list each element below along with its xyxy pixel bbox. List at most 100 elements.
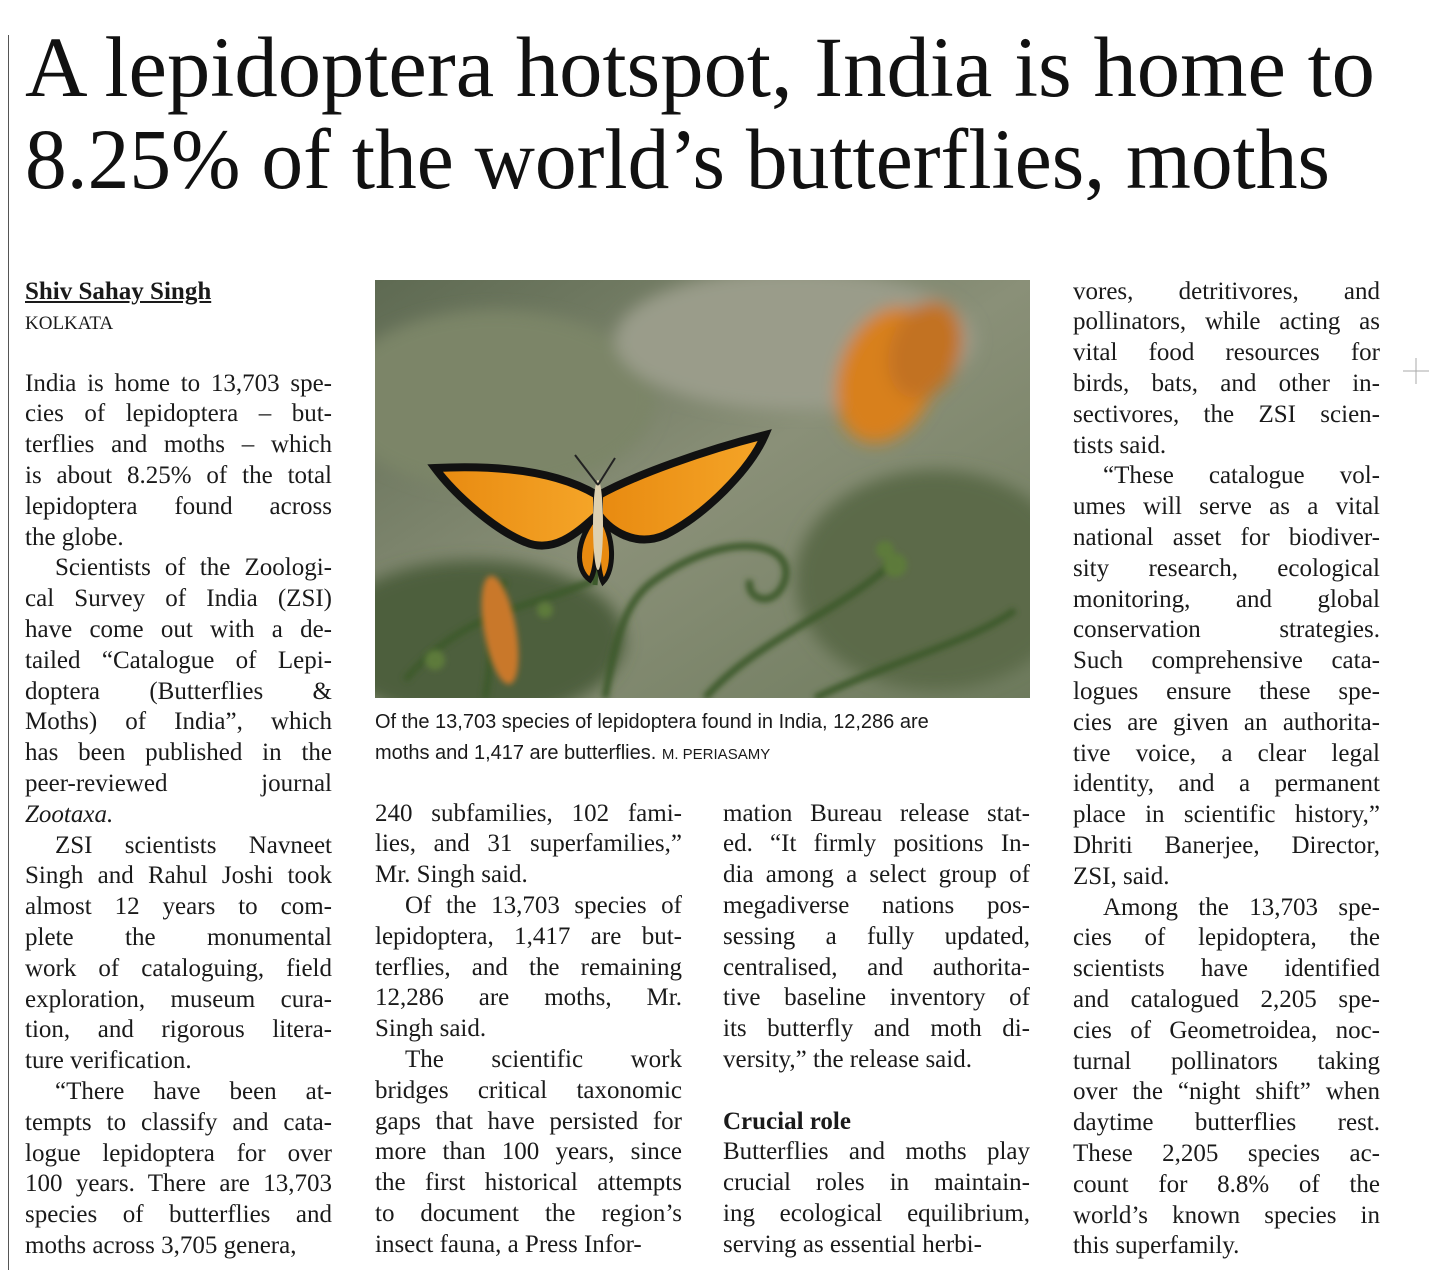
subhead: Crucial role (723, 1107, 851, 1135)
text: world’s known species in (1073, 1201, 1380, 1229)
text: place in scientific history,” (1073, 801, 1380, 829)
text: Such comprehensive cata- (1073, 647, 1380, 675)
text-line: plete the monumental (25, 922, 332, 953)
text-line: has been published in the (25, 737, 332, 768)
text-line: monitoring, and global (1073, 584, 1380, 615)
text: versity,” the release said. (723, 1045, 972, 1073)
text-line: sessing a fully updated, (723, 921, 1030, 952)
text-line: Butterflies and moths play (723, 1136, 1030, 1167)
text-line: Of the 13,703 species of (405, 890, 682, 921)
text: cies of Geometroidea, noc- (1073, 1016, 1380, 1044)
text-line: Such comprehensive cata- (1073, 645, 1380, 676)
text-line: sity research, ecological (1073, 553, 1380, 584)
text-line: Scientists of the Zoologi- (55, 552, 332, 583)
text: 100 years. There are 13,703 (25, 1170, 332, 1198)
caption: Of the 13,703 species of lepidoptera fou… (375, 707, 929, 737)
rule (8, 200, 9, 1270)
text-line: tists said. (1073, 430, 1380, 461)
text: lepidoptera found across (25, 492, 332, 520)
text-line: this superfamily. (1073, 1230, 1380, 1261)
text-line: Singh said. (375, 1013, 682, 1044)
text: tion, and rigorous litera- (25, 1016, 332, 1044)
text-line: These 2,205 species ac- (1073, 1138, 1380, 1169)
text-line: umes will serve as a vital (1073, 491, 1380, 522)
text-line: “There have been at- (55, 1076, 332, 1107)
text: Singh and Rahul Joshi took (25, 862, 332, 890)
text: Moths) of India”, which (25, 708, 332, 736)
text-line: ZSI, said. (1073, 861, 1380, 892)
text: sessing a fully updated, (723, 922, 1030, 950)
text: vital food resources for (1073, 339, 1380, 367)
text: Butterflies and moths play (723, 1138, 1030, 1166)
text: ZSI scientists Navneet (55, 831, 332, 859)
text: and catalogued 2,205 spe- (1073, 985, 1380, 1013)
text-line: insect fauna, a Press Infor- (375, 1229, 682, 1260)
text-line: almost 12 years to com- (25, 891, 332, 922)
text: is about 8.25% of the total (25, 461, 332, 489)
text-line: count for 8.8% of the (1073, 1169, 1380, 1200)
text-line: tive voice, a clear legal (1073, 738, 1380, 769)
text: 240 subfamilies, 102 fami- (375, 799, 682, 827)
text-line: national asset for biodiver- (1073, 522, 1380, 553)
headline-area: A lepidoptera hotspot, India is home to … (8, 19, 1375, 200)
text-line: Dhriti Banerjee, Director, (1073, 830, 1380, 861)
text: scientists have identified (1073, 955, 1380, 983)
text-line: ZSI scientists Navneet (55, 830, 332, 861)
text: cies are given an authorita- (1073, 708, 1380, 736)
text-line: Moths) of India”, which (25, 706, 332, 737)
text: plete the monumental (25, 923, 332, 951)
text-line: “These catalogue vol- (1103, 460, 1380, 491)
text: has been published in the (25, 739, 332, 767)
text: national asset for biodiver- (1073, 523, 1380, 551)
photo-credit: M. PERIASAMY (661, 746, 771, 763)
text: Mr. Singh said. (375, 861, 528, 889)
caption-line: moths and 1,417 are butterflies. (375, 742, 657, 764)
text: birds, bats, and other in- (1073, 369, 1380, 397)
text: to document the region’s (375, 1199, 682, 1227)
text: almost 12 years to com- (25, 893, 332, 921)
caption-line: Of the 13,703 species of lepidoptera fou… (375, 711, 929, 733)
text: moths across 3,705 genera, (25, 1231, 297, 1259)
text: terflies, and the remaining (375, 953, 682, 981)
text: terflies and moths – which (25, 431, 332, 459)
text: cies of lepidoptera, the (1073, 924, 1380, 952)
text: pollinators, while acting as (1073, 308, 1380, 336)
text-line: logue lepidoptera for over (25, 1138, 332, 1169)
text: ture verification. (25, 1047, 192, 1075)
text-line: Among the 13,703 spe- (1103, 892, 1380, 923)
text: Scientists of the Zoologi- (55, 554, 332, 582)
text: lies, and 31 superfamilies,” (375, 830, 682, 858)
dateline: KOLKATA (25, 313, 114, 334)
text-line: identity, and a permanent (1073, 768, 1380, 799)
text: India is home to 13,703 spe- (25, 369, 332, 397)
text-line: its butterfly and moth di- (723, 1013, 1030, 1044)
text-line: Zootaxa. (25, 799, 332, 830)
text: turnal pollinators taking (1073, 1047, 1380, 1075)
text: vores, detritivores, and (1073, 277, 1380, 305)
text-line: exploration, museum cura- (25, 984, 332, 1015)
text: mation Bureau release stat- (723, 799, 1030, 827)
text-line: centralised, and authorita- (723, 952, 1030, 983)
text-line: terflies, and the remaining (375, 952, 682, 983)
text-line: terflies and moths – which (25, 429, 332, 460)
text-line: doptera (Butterflies & (25, 676, 332, 707)
text-line: pollinators, while acting as (1073, 306, 1380, 337)
text: more than 100 years, since (375, 1138, 682, 1166)
text-line: daytime butterflies rest. (1073, 1107, 1380, 1138)
text-line: mation Bureau release stat- (723, 798, 1030, 829)
text-line: ture verification. (25, 1045, 332, 1076)
text-line: to document the region’s (375, 1198, 682, 1229)
text: tempts to classify and cata- (25, 1108, 332, 1136)
text-line: the first historical attempts (375, 1167, 682, 1198)
text-line: 12,286 are moths, Mr. (375, 982, 682, 1013)
text-line: ing ecological equilibrium, (723, 1198, 1030, 1229)
text-line: logues ensure these spe- (1073, 676, 1380, 707)
text-line: tive baseline inventory of (723, 982, 1030, 1013)
text: identity, and a permanent (1073, 770, 1380, 798)
text-line: India is home to 13,703 spe- (25, 368, 332, 399)
text: daytime butterflies rest. (1073, 1109, 1380, 1137)
text-line: vital food resources for (1073, 337, 1380, 368)
text: “There have been at- (55, 1077, 332, 1105)
headline: A lepidoptera hotspot, India is home to (25, 19, 1375, 115)
text: tive baseline inventory of (723, 984, 1030, 1012)
